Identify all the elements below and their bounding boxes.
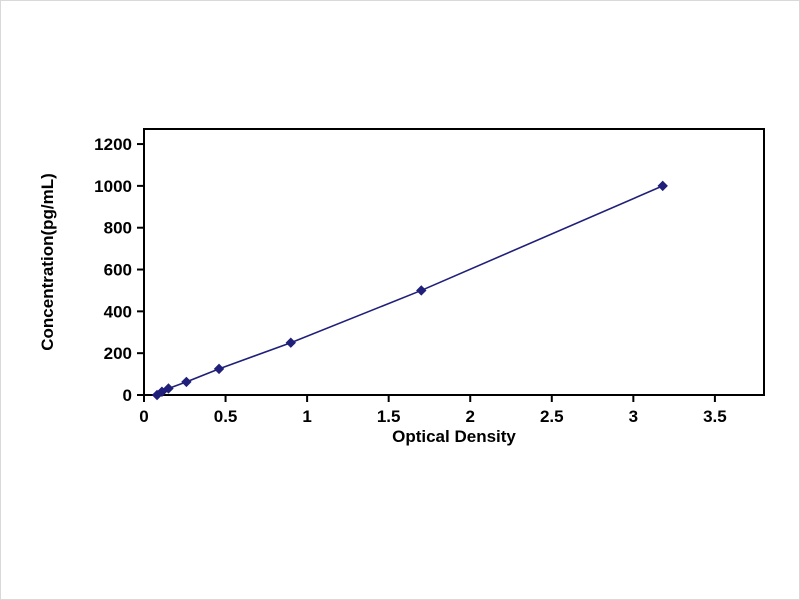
y-tick-label: 400 xyxy=(104,302,132,321)
data-point-marker xyxy=(163,383,174,394)
y-tick-label: 1200 xyxy=(94,135,132,154)
x-tick-label: 0 xyxy=(139,407,148,426)
y-axis-title: Concentration(pg/mL) xyxy=(38,173,57,351)
plot-area xyxy=(143,128,765,396)
standard-curve-chart: 0 200 400 600 800 1000 1200 0 0.5 1 1.5 2 2.5 3 3.5 Op… xyxy=(38,128,765,446)
x-tick-label: 1.5 xyxy=(377,407,401,426)
y-tick-label: 600 xyxy=(104,261,132,280)
data-point-marker xyxy=(213,363,225,375)
y-tick-label: 800 xyxy=(104,219,132,238)
data-point-marker xyxy=(657,180,668,192)
x-tick-label: 3 xyxy=(629,407,638,426)
data-point-marker xyxy=(156,386,168,397)
x-tick-label: 0.5 xyxy=(214,407,238,426)
x-axis-title: Optical Density xyxy=(392,427,516,446)
chart-plot-layer: 0 200 400 600 800 1000 1200 0 0.5 1 1.5 2 2.5 3 3.5 xyxy=(94,128,765,426)
x-tick-label: 1 xyxy=(302,407,311,426)
y-tick-label: 1000 xyxy=(94,177,132,196)
data-point-marker xyxy=(416,285,427,296)
data-point-marker xyxy=(181,376,192,388)
y-tick-label: 0 xyxy=(123,386,132,405)
y-tick-label: 200 xyxy=(104,344,132,363)
x-tick-label: 2 xyxy=(465,407,474,426)
x-tick-label: 3.5 xyxy=(703,407,727,426)
x-tick-label: 2.5 xyxy=(540,407,564,426)
data-point-marker xyxy=(285,337,297,348)
